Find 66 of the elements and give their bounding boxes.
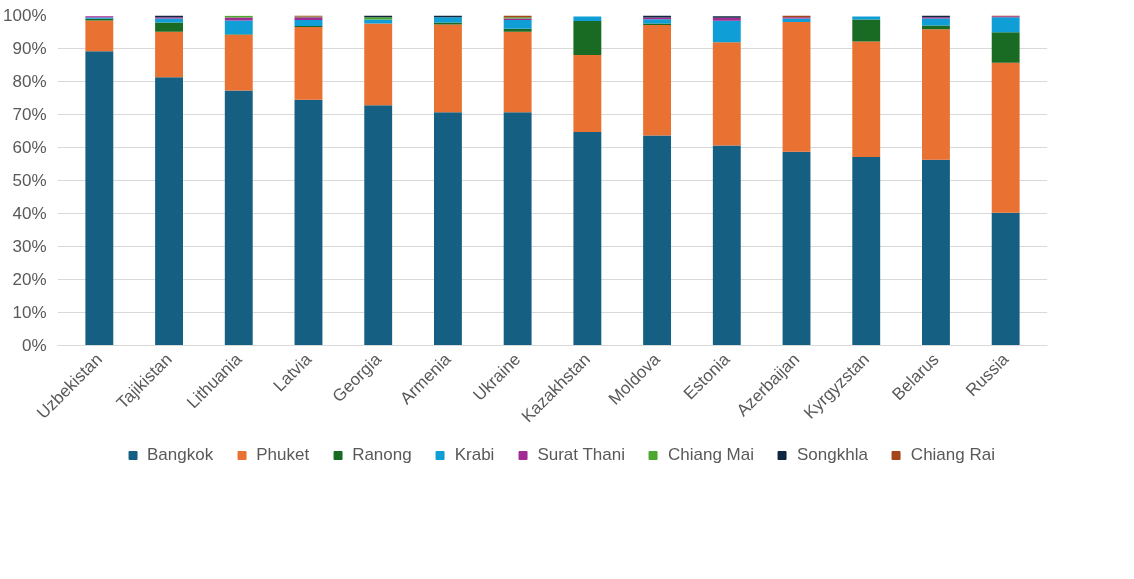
y-tick-label: 50% xyxy=(12,171,47,190)
y-tick-label: 60% xyxy=(12,138,47,157)
bar xyxy=(294,99,323,346)
bar xyxy=(155,18,183,23)
bar xyxy=(782,151,811,346)
bar xyxy=(573,16,602,22)
y-tick-label: 20% xyxy=(12,270,47,289)
bar xyxy=(922,18,950,26)
bar xyxy=(294,27,323,100)
y-tick-label: 80% xyxy=(12,72,47,91)
bar xyxy=(852,157,881,346)
bar xyxy=(155,22,183,32)
bar xyxy=(573,55,602,132)
legend-label: Chiang Mai xyxy=(667,445,754,465)
bar xyxy=(155,31,183,78)
y-tick-label: 40% xyxy=(12,204,47,223)
y-tick-label: 70% xyxy=(12,105,47,124)
bar xyxy=(224,34,253,91)
bar xyxy=(782,18,811,23)
bar xyxy=(433,24,462,113)
bar xyxy=(643,25,672,136)
bar xyxy=(922,159,950,346)
bar xyxy=(852,16,881,20)
bar xyxy=(503,112,532,346)
legend-label: Chiang Rai xyxy=(910,445,995,465)
bar xyxy=(852,19,881,42)
bar xyxy=(922,29,950,160)
bar xyxy=(224,90,253,346)
bar xyxy=(433,17,462,23)
bar xyxy=(224,20,253,35)
bar xyxy=(573,131,602,346)
bar xyxy=(922,25,950,30)
bar xyxy=(782,22,811,152)
bar xyxy=(712,42,741,146)
legend-label: Surat Thani xyxy=(537,445,625,465)
legend-label: Ranong xyxy=(352,445,412,465)
bar xyxy=(643,19,672,24)
legend-label: Phuket xyxy=(256,445,310,465)
bar xyxy=(294,20,323,27)
bar xyxy=(573,21,602,56)
y-tick-label: 0% xyxy=(21,336,47,355)
bar xyxy=(85,51,114,346)
bar xyxy=(712,20,741,43)
y-tick-label: 10% xyxy=(12,303,47,322)
y-tick-label: 90% xyxy=(12,39,47,58)
bar xyxy=(433,112,462,346)
bar xyxy=(503,20,532,29)
legend-label: Songkhla xyxy=(796,445,868,465)
bar xyxy=(643,135,672,346)
bar xyxy=(155,77,183,346)
bar xyxy=(364,105,393,346)
y-tick-label: 30% xyxy=(12,237,47,256)
bar xyxy=(991,32,1020,63)
bar xyxy=(503,31,532,113)
legend-label: Krabi xyxy=(454,445,495,465)
bar xyxy=(364,23,393,106)
bar xyxy=(991,62,1020,213)
bar xyxy=(364,19,393,24)
bar xyxy=(852,41,881,158)
bar xyxy=(85,20,114,52)
legend-label: Bangkok xyxy=(147,445,214,465)
bar xyxy=(503,28,532,32)
bar xyxy=(712,145,741,346)
bar xyxy=(991,212,1020,346)
bar xyxy=(991,17,1020,33)
y-tick-label: 100% xyxy=(3,6,47,25)
